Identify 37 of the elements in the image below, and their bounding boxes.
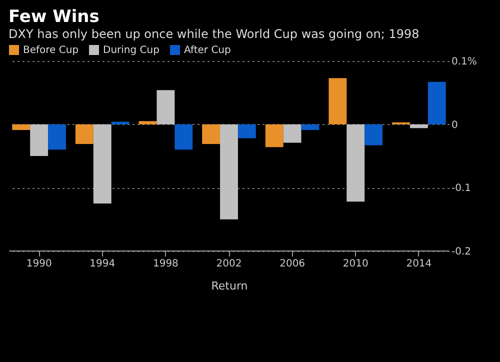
y-tick-label: 0 — [452, 120, 458, 131]
y-tick-label: -0.1 — [452, 183, 472, 194]
x-axis-title: Return — [211, 280, 248, 292]
bar — [364, 124, 383, 146]
bar — [93, 124, 112, 204]
bar — [428, 82, 446, 124]
bar — [328, 78, 347, 124]
bar — [12, 124, 30, 130]
bar — [75, 124, 94, 144]
y-tick-label: -0.2 — [452, 246, 472, 258]
bar — [346, 124, 365, 202]
legend-label: Before Cup — [23, 45, 79, 56]
bar — [30, 124, 48, 156]
bar — [156, 90, 175, 124]
bar — [174, 124, 193, 150]
x-tick-label: 1998 — [152, 258, 178, 270]
bar — [265, 124, 284, 148]
bar — [138, 121, 157, 124]
x-tick-label: 1994 — [90, 258, 116, 270]
bar — [48, 124, 66, 150]
x-tick-label: 1990 — [26, 258, 52, 270]
chart-title: Few Wins — [8, 7, 100, 27]
bar — [410, 124, 428, 128]
bar — [238, 124, 256, 138]
legend-label: During Cup — [103, 45, 160, 56]
bar — [301, 124, 320, 130]
x-tick-label: 2014 — [406, 258, 432, 270]
legend-label: After Cup — [184, 45, 231, 56]
y-tick-label: 0.1% — [452, 56, 477, 68]
bar — [220, 124, 238, 220]
bar — [111, 122, 130, 124]
x-tick-label: 2010 — [342, 258, 368, 270]
chart-subtitle: DXY has only been up once while the World Cup was going on; 1998 — [8, 27, 420, 41]
bar — [202, 124, 220, 144]
x-tick-label: 2006 — [280, 258, 306, 270]
x-tick-label: 2002 — [216, 258, 242, 270]
bar — [283, 124, 302, 143]
